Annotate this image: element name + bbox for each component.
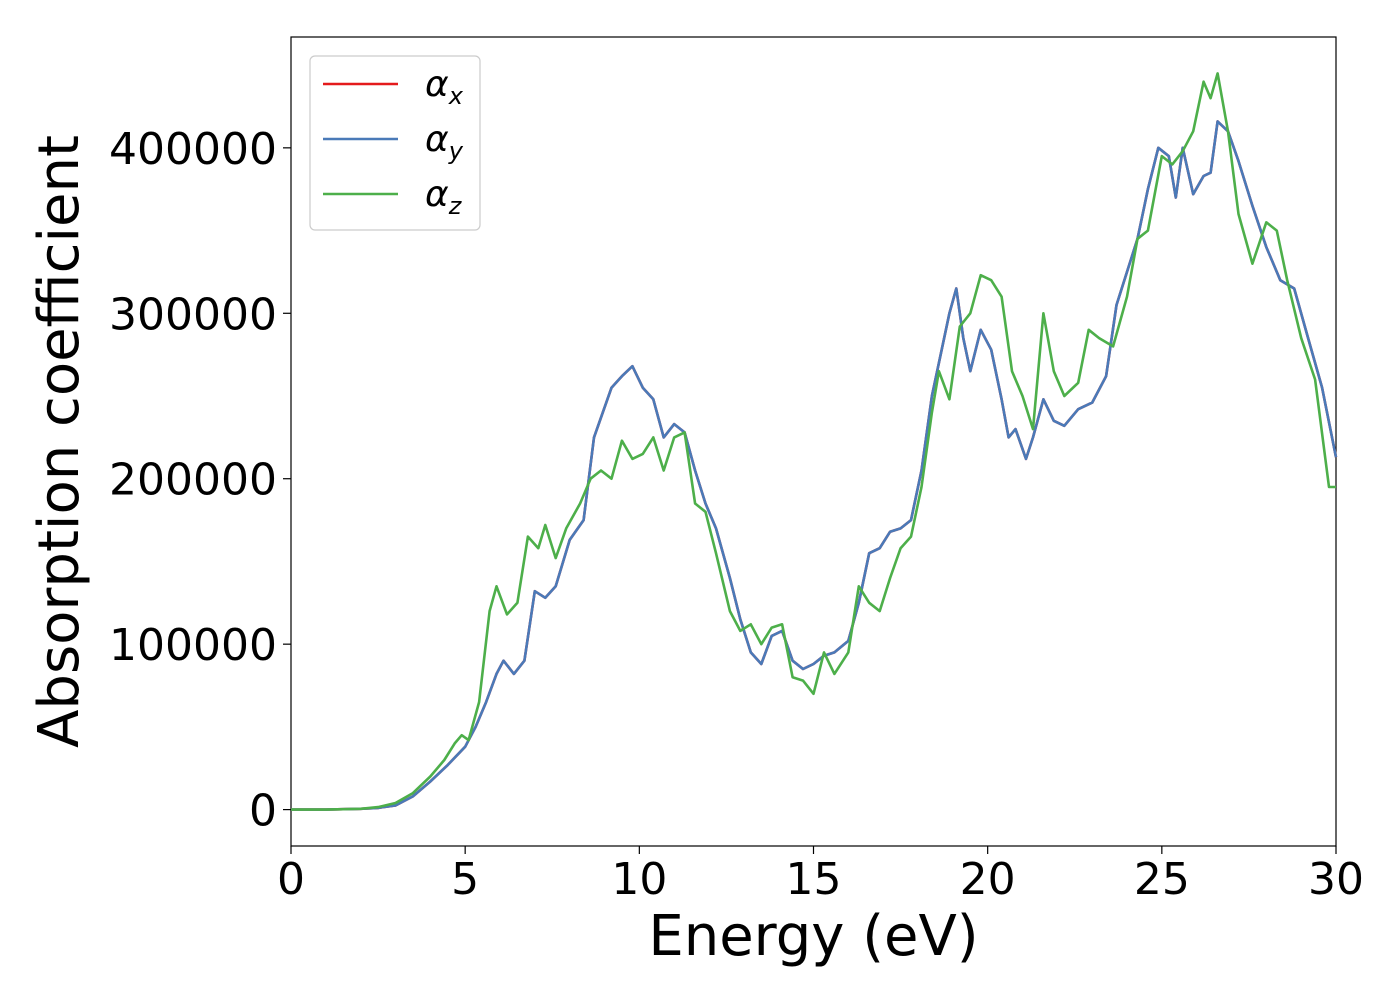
legend: αx αy αz xyxy=(309,55,481,231)
series-line-alpha-z xyxy=(291,72,1336,811)
x-tick-label: 0 xyxy=(277,854,305,905)
y-axis-label: Absorption coefficient xyxy=(27,135,92,748)
legend-label-alpha-y: αy xyxy=(425,119,464,165)
x-tick-label: 15 xyxy=(786,854,842,905)
x-tick-label: 10 xyxy=(611,854,667,905)
y-tick-label: 200000 xyxy=(109,455,277,506)
series-layer xyxy=(291,72,1338,811)
x-tick-label: 30 xyxy=(1308,854,1364,905)
legend-box xyxy=(309,55,481,231)
x-tick-label: 20 xyxy=(960,854,1016,905)
y-tick-label: 300000 xyxy=(109,289,277,340)
legend-label-alpha-z: αz xyxy=(425,174,463,220)
y-tick-label: 100000 xyxy=(109,620,277,671)
y-tick-label: 0 xyxy=(249,786,277,837)
y-tick-label: 400000 xyxy=(109,124,277,175)
series-line-alpha-y xyxy=(291,120,1338,811)
x-axis: 0 5 10 15 20 25 30 xyxy=(277,846,1364,905)
y-axis: 0 100000 200000 300000 400000 xyxy=(109,124,291,837)
x-axis-label: Energy (eV) xyxy=(648,904,978,969)
x-tick-label: 5 xyxy=(451,854,479,905)
x-tick-label: 25 xyxy=(1134,854,1190,905)
legend-label-alpha-x: αx xyxy=(425,64,464,110)
